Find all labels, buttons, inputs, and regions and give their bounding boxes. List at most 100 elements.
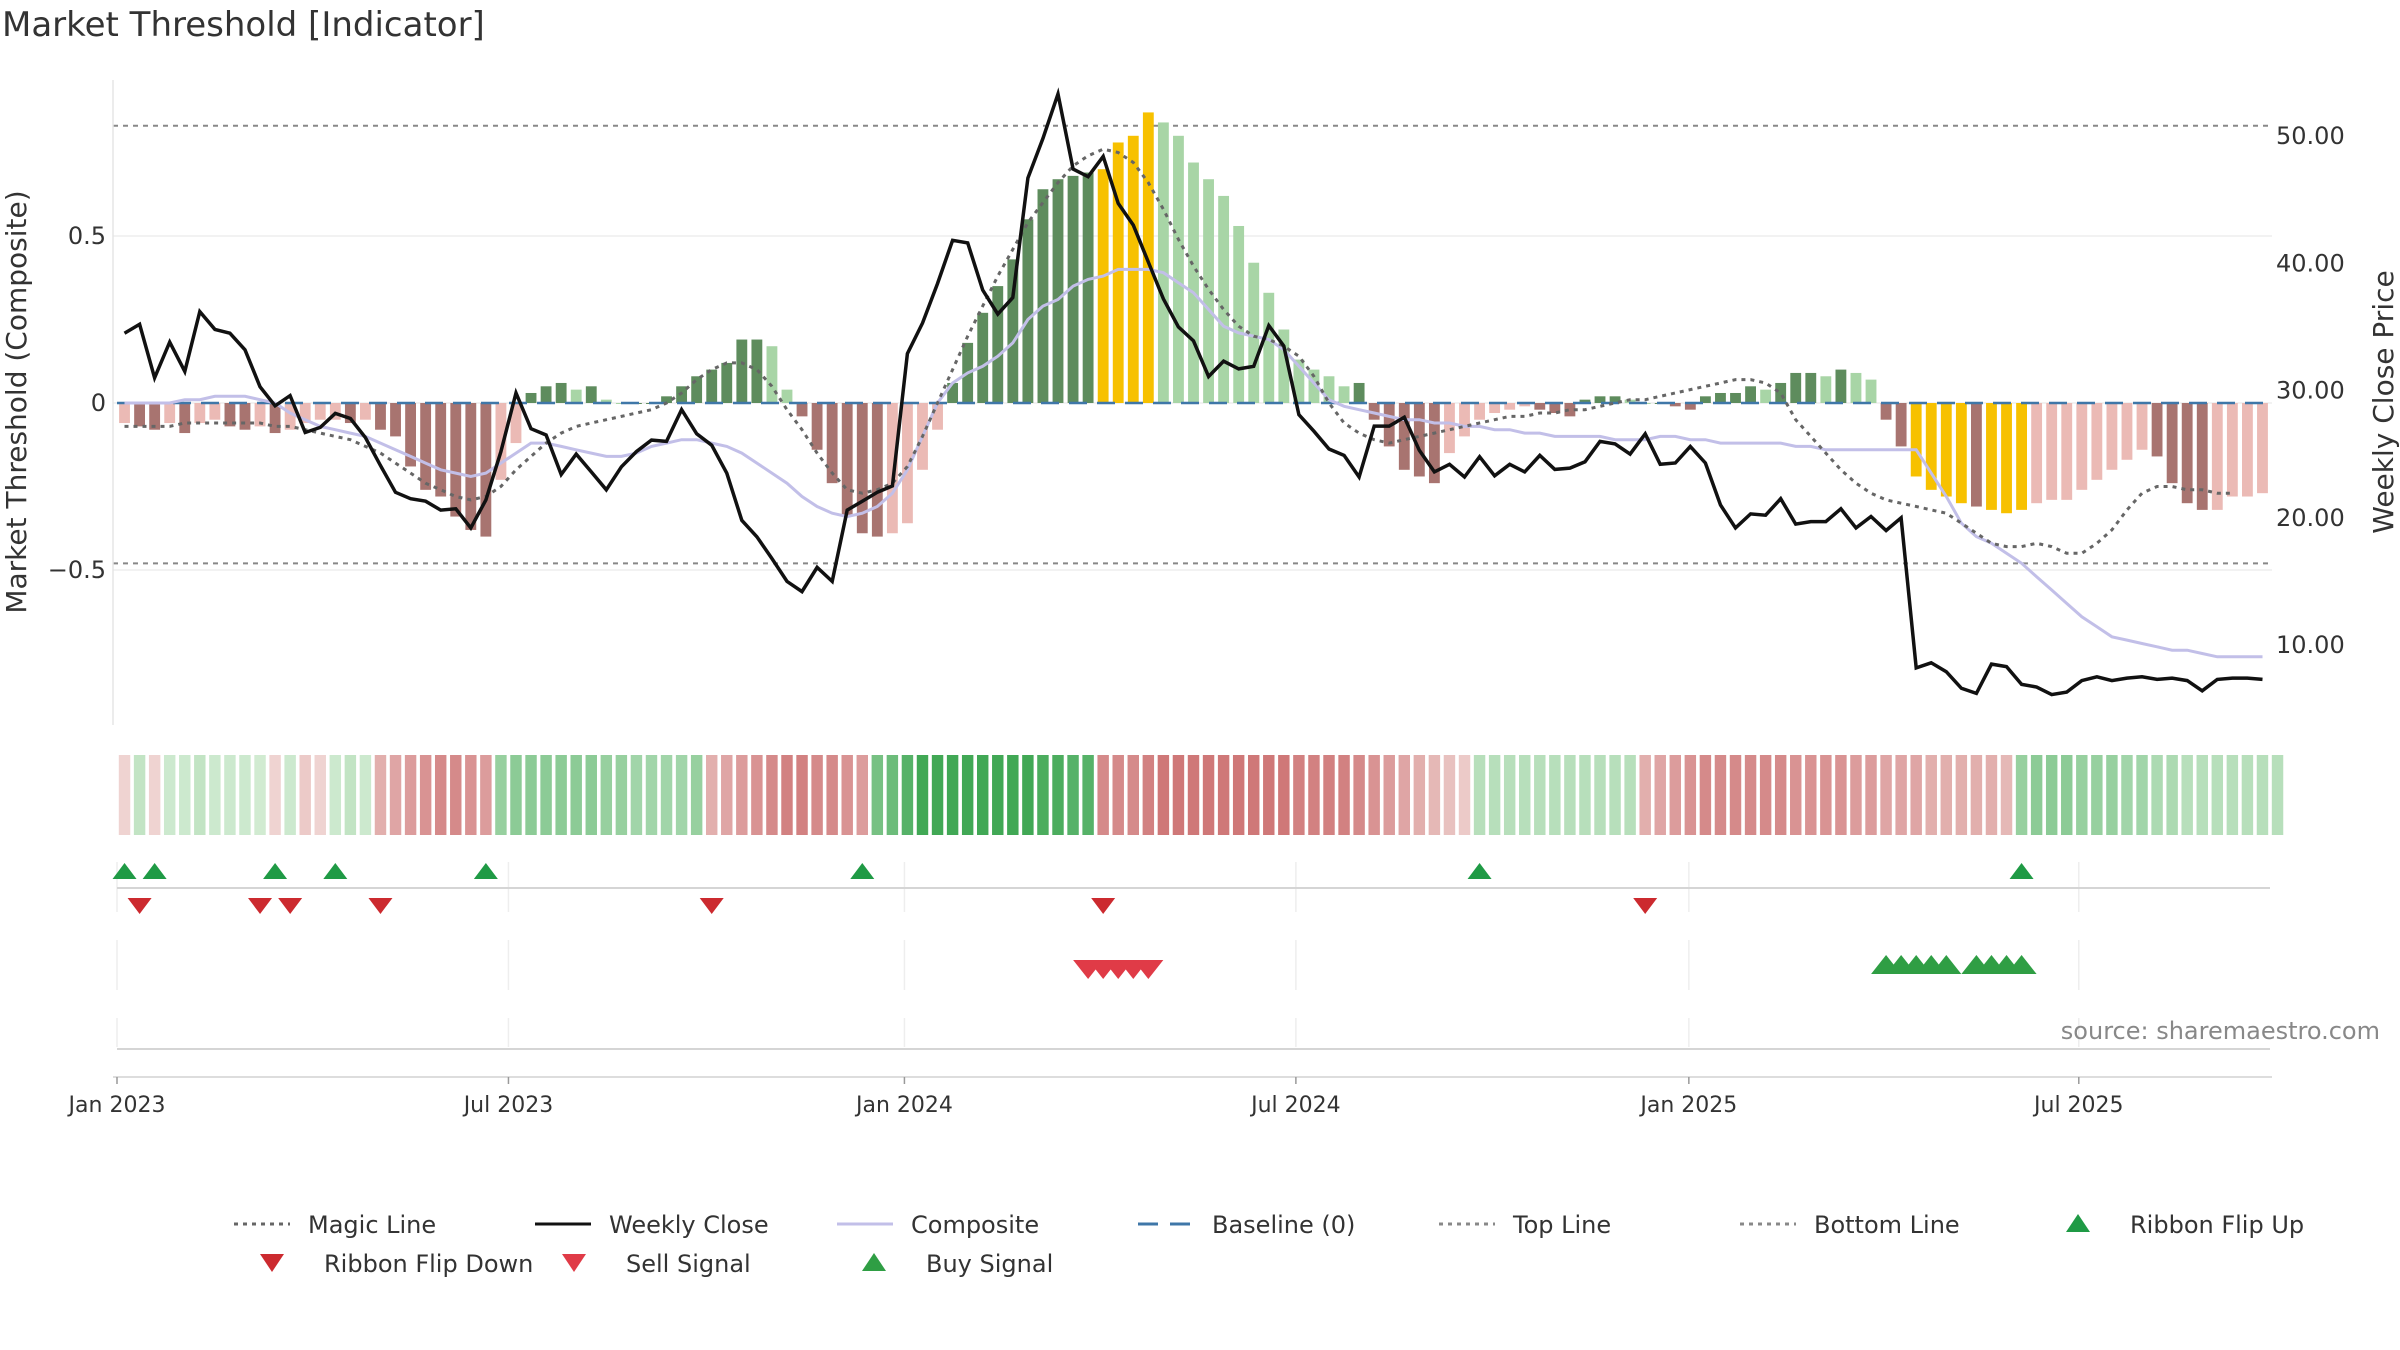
composite-bar bbox=[661, 396, 672, 403]
ribbon-cell bbox=[946, 755, 959, 835]
ribbon-cell bbox=[1443, 755, 1456, 835]
x-tick-label: Jul 2024 bbox=[1249, 1093, 1341, 1118]
x-tick-label: Jan 2024 bbox=[854, 1093, 953, 1118]
ribbon-cell bbox=[1519, 755, 1531, 835]
ribbon-cell bbox=[1037, 755, 1049, 835]
ribbon-flip-up-marker bbox=[850, 863, 875, 879]
ribbon-cell bbox=[1308, 755, 1320, 835]
composite-bar bbox=[1579, 399, 1591, 403]
composite-bar bbox=[1745, 386, 1756, 403]
composite-bar bbox=[1413, 403, 1425, 477]
ribbon-cell bbox=[1579, 755, 1591, 835]
ribbon-cell bbox=[1774, 755, 1787, 835]
left-tick-label: −0.5 bbox=[48, 556, 106, 584]
composite-bar bbox=[420, 403, 432, 490]
chart-title: Market Threshold [Indicator] bbox=[2, 5, 485, 45]
composite-bar bbox=[344, 403, 356, 424]
ribbon-cell bbox=[314, 755, 326, 835]
composite-bar bbox=[1730, 392, 1741, 403]
composite-bar bbox=[1052, 179, 1064, 403]
composite-bar bbox=[2106, 403, 2118, 470]
composite-bar bbox=[1368, 403, 1380, 420]
ribbon-cell bbox=[2000, 755, 2013, 835]
ribbon-cell bbox=[1338, 755, 1350, 835]
ribbon-cell bbox=[465, 755, 477, 835]
composite-bar bbox=[585, 386, 597, 403]
composite-bar bbox=[555, 382, 567, 403]
ribbon-cell bbox=[766, 755, 778, 835]
composite-bar bbox=[360, 403, 371, 420]
ribbon-cell bbox=[1714, 755, 1727, 835]
ribbon-cell bbox=[751, 755, 763, 835]
composite-bar bbox=[871, 403, 883, 537]
ribbon-cell bbox=[2196, 755, 2208, 835]
ribbon-cell bbox=[1202, 755, 1215, 835]
ribbon-cell bbox=[1413, 755, 1426, 835]
composite-bar bbox=[1323, 376, 1335, 403]
ribbon-flip-down-marker bbox=[278, 898, 303, 914]
composite-bar bbox=[1564, 403, 1576, 417]
legend-symbol bbox=[2066, 1214, 2090, 1232]
right-axis-ticks: 50.00 40.00 30.00 20.00 10.00 bbox=[2276, 122, 2345, 659]
composite-bar bbox=[284, 403, 296, 430]
legend-item: Baseline (0) bbox=[1138, 1211, 1355, 1239]
composite-bar bbox=[1459, 403, 1470, 437]
ribbon-flip-up-marker bbox=[112, 863, 137, 879]
legend: Magic Line Weekly Close Composite Baseline … bbox=[234, 1211, 2304, 1278]
composite-bar bbox=[1504, 403, 1516, 410]
signal-panel bbox=[116, 940, 2270, 1050]
ribbon-flip-up-marker bbox=[1467, 863, 1492, 879]
ribbon-cell bbox=[931, 755, 944, 835]
ribbon-cell bbox=[1293, 755, 1305, 835]
legend-symbol bbox=[862, 1253, 886, 1271]
ribbon-flip-up-marker bbox=[323, 863, 348, 879]
ribbon-cell bbox=[1323, 755, 1335, 835]
composite-bar bbox=[1594, 396, 1606, 403]
ribbon-flip-down-marker bbox=[699, 898, 724, 914]
ribbon-cell bbox=[239, 755, 251, 835]
composite-bar bbox=[1097, 169, 1109, 403]
composite-bar bbox=[1940, 403, 1952, 497]
legend-item: Ribbon Flip Up bbox=[2066, 1211, 2304, 1239]
ribbon-cell bbox=[344, 755, 357, 835]
legend-label: Composite bbox=[911, 1211, 1039, 1239]
composite-bar bbox=[1865, 379, 1877, 403]
ribbon-strip bbox=[118, 755, 2284, 835]
composite-bar bbox=[1519, 403, 1531, 407]
composite-bar bbox=[1699, 396, 1711, 403]
ribbon-cell bbox=[1684, 755, 1697, 835]
ribbon-cell bbox=[1880, 755, 1892, 835]
ribbon-cell bbox=[1052, 755, 1064, 835]
ribbon-cell bbox=[1759, 755, 1772, 835]
composite-bar bbox=[164, 403, 176, 424]
composite-bar bbox=[405, 403, 417, 467]
composite-bar bbox=[1067, 175, 1079, 403]
composite-bar bbox=[2257, 403, 2268, 494]
composite-bar bbox=[2001, 403, 2012, 514]
ribbon-cell bbox=[1248, 755, 1260, 835]
ribbon-cell bbox=[480, 755, 492, 835]
ribbon-cell bbox=[1699, 755, 1712, 835]
ribbon-cell bbox=[1278, 755, 1290, 835]
legend-item: Buy Signal bbox=[862, 1250, 1053, 1278]
legend-label: Bottom Line bbox=[1814, 1211, 1960, 1239]
composite-bar bbox=[1112, 142, 1124, 404]
composite-bar bbox=[2091, 403, 2103, 480]
legend-item: Magic Line bbox=[234, 1211, 436, 1239]
ribbon-cell bbox=[1835, 755, 1847, 835]
ribbon-cell bbox=[1910, 755, 1922, 835]
ribbon-flip-up-marker bbox=[2009, 863, 2034, 879]
composite-bar bbox=[1609, 396, 1621, 403]
x-axis-ticks: Jan 2023 Jul 2023 Jan 2024 Jul 2024 Jan 2025… bbox=[67, 1077, 2124, 1118]
ribbon-cell bbox=[585, 755, 597, 835]
ribbon-cell bbox=[1142, 755, 1155, 835]
ribbon-cell bbox=[389, 755, 402, 835]
composite-bar bbox=[1760, 389, 1772, 403]
composite-bar bbox=[2016, 403, 2027, 510]
legend-label: Weekly Close bbox=[609, 1211, 769, 1239]
composite-bar bbox=[1790, 372, 1802, 403]
ribbon-cell bbox=[179, 755, 191, 835]
composite-bar bbox=[1534, 403, 1546, 410]
ribbon-cell bbox=[781, 755, 793, 835]
composite-bar bbox=[1474, 403, 1485, 420]
